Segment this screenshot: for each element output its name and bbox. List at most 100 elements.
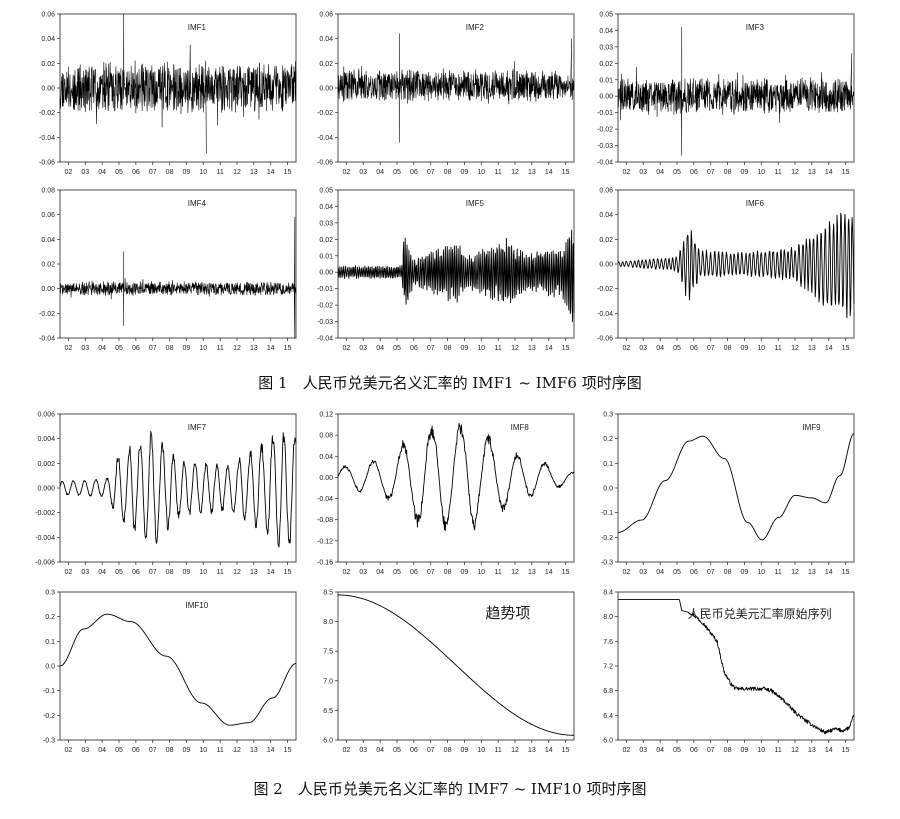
x-tick-label: 06 — [690, 747, 698, 754]
x-tick-label: 02 — [65, 569, 73, 576]
x-tick-label: 14 — [267, 747, 275, 754]
chart-trend-svg: 8.5 8.0 7.5 7.0 6.5 6.0 02 03 04 05 06 07 08 09 10 11 12… — [323, 590, 575, 754]
chart-imf3: 0.05 0.04 0.03 0.02 0.01 0.00 -0.01 -0.02 -0.03 -… — [586, 8, 858, 180]
x-tick-label: 13 — [250, 569, 258, 576]
y-tick-label: 0.08 — [41, 188, 55, 195]
y-tick-label: 0.02 — [41, 262, 55, 269]
x-tick-label: 09 — [741, 169, 749, 176]
x-tick-label: 09 — [183, 345, 191, 352]
y-tick-label: 0.00 — [41, 286, 55, 293]
x-tick-label: 14 — [825, 569, 833, 576]
x-tick-label: 03 — [639, 747, 647, 754]
y-tick-label: -0.06 — [39, 160, 55, 167]
x-tick-label: 03 — [81, 747, 89, 754]
series-line — [337, 229, 575, 323]
plot-frame — [617, 413, 855, 563]
y-tick-label: 8.5 — [323, 590, 333, 597]
y-tick-label: 0.000 — [37, 486, 55, 493]
x-tick-label: 12 — [511, 569, 519, 576]
series-line — [59, 13, 297, 154]
x-tick-label: 03 — [81, 569, 89, 576]
y-tick-label: -0.3 — [601, 560, 613, 567]
y-tick-label: 0.01 — [319, 253, 333, 260]
x-tick-label: 10 — [757, 747, 765, 754]
x-tick-label: 13 — [528, 747, 536, 754]
x-tick-label: 02 — [343, 169, 351, 176]
x-tick-label: 14 — [825, 169, 833, 176]
x-tick-label: 14 — [267, 345, 275, 352]
y-tick-label: -0.04 — [39, 336, 55, 343]
chart-original-svg: 8.4 8.0 7.6 7.2 6.8 6.4 6.0 02 03 04 05 06 07 08 09 10 1… — [603, 590, 855, 754]
x-tick-label: 05 — [673, 569, 681, 576]
y-tick-label: 6.0 — [603, 738, 613, 745]
x-tick-label: 09 — [741, 345, 749, 352]
x-tick-label: 03 — [81, 169, 89, 176]
y-tick-label: 0.03 — [599, 44, 613, 51]
chart-imf7: 0.006 0.004 0.002 0.000 -0.002 -0.004 -0.006 02… — [28, 408, 300, 580]
y-tick-label: 0.0 — [603, 486, 613, 493]
x-tick-label: 12 — [233, 569, 241, 576]
x-tick-label: 15 — [562, 169, 570, 176]
x-tick-label: 06 — [132, 345, 140, 352]
x-tick-label: 02 — [623, 345, 631, 352]
x-tick-label: 11 — [217, 345, 224, 352]
series-line — [618, 598, 855, 735]
y-tick-label: 0.01 — [599, 77, 613, 84]
y-tick-label: 0.04 — [41, 36, 55, 43]
x-tick-label: 05 — [673, 747, 681, 754]
x-tick-label: 05 — [393, 569, 401, 576]
x-tick-label: 08 — [166, 169, 174, 176]
y-tick-label: 0.03 — [319, 220, 333, 227]
y-tick-label: 0.04 — [319, 454, 333, 461]
x-tick-label: 08 — [166, 569, 174, 576]
chart-imf2: 0.06 0.04 0.02 0.00 -0.02 -0.04 -0.06 02 03 04 05 0… — [306, 8, 578, 180]
series-line — [59, 216, 297, 339]
y-tick-label: 7.2 — [603, 664, 613, 671]
y-tick-label: 0.00 — [41, 86, 55, 93]
x-tick-label: 15 — [562, 345, 570, 352]
x-tick-label: 02 — [343, 747, 351, 754]
x-tick-label: 10 — [757, 569, 765, 576]
y-tick-label: 0.02 — [319, 237, 333, 244]
figure-1-caption: 图 1 人民币兑美元名义汇率的 IMF1 ~ IMF6 项时序图 — [258, 374, 642, 392]
x-tick-label: 13 — [250, 747, 258, 754]
x-tick-label: 14 — [545, 169, 553, 176]
y-tick-label: -0.006 — [35, 560, 55, 567]
plot-frame — [59, 413, 297, 563]
chart-imf2-svg: 0.06 0.04 0.02 0.00 -0.02 -0.04 -0.06 02 03 04 05 0… — [317, 12, 575, 176]
y-tick-label: -0.01 — [317, 286, 333, 293]
x-tick-label: 11 — [495, 169, 502, 176]
x-tick-label: 12 — [511, 169, 519, 176]
y-tick-label: -0.02 — [597, 127, 613, 134]
y-tick-label: 0.06 — [319, 12, 333, 19]
y-tick-label: 0.06 — [41, 212, 55, 219]
x-tick-label: 07 — [427, 747, 435, 754]
panel-title: IMF6 — [746, 199, 765, 208]
y-tick-label: 0.04 — [41, 237, 55, 244]
y-tick-label: 0.08 — [319, 433, 333, 440]
x-tick-label: 12 — [511, 747, 519, 754]
x-tick-label: 09 — [183, 169, 191, 176]
x-tick-label: 15 — [284, 169, 292, 176]
chart-imf4: 0.08 0.06 0.04 0.02 0.00 -0.02 -0.04 02 03 04 05 06… — [28, 184, 300, 356]
y-tick-label: -0.2 — [43, 713, 55, 720]
y-tick-label: 0.00 — [319, 475, 333, 482]
x-tick-label: 13 — [808, 169, 816, 176]
x-tick-label: 05 — [115, 345, 123, 352]
panel-title: IMF9 — [802, 423, 821, 432]
x-tick-label: 11 — [775, 747, 782, 754]
y-tick-label: -0.1 — [601, 510, 613, 517]
x-tick-label: 04 — [656, 345, 664, 352]
x-tick-label: 05 — [115, 169, 123, 176]
x-tick-label: 06 — [410, 169, 418, 176]
y-tick-label: 0.00 — [599, 94, 613, 101]
x-tick-label: 02 — [343, 345, 351, 352]
x-tick-label: 08 — [724, 345, 732, 352]
x-tick-label: 05 — [115, 569, 123, 576]
x-tick-label: 06 — [690, 345, 698, 352]
x-tick-label: 13 — [808, 747, 816, 754]
x-tick-label: 12 — [233, 345, 241, 352]
x-tick-label: 04 — [376, 345, 384, 352]
y-tick-label: 0.006 — [37, 412, 55, 419]
panel-title: IMF2 — [466, 23, 485, 32]
